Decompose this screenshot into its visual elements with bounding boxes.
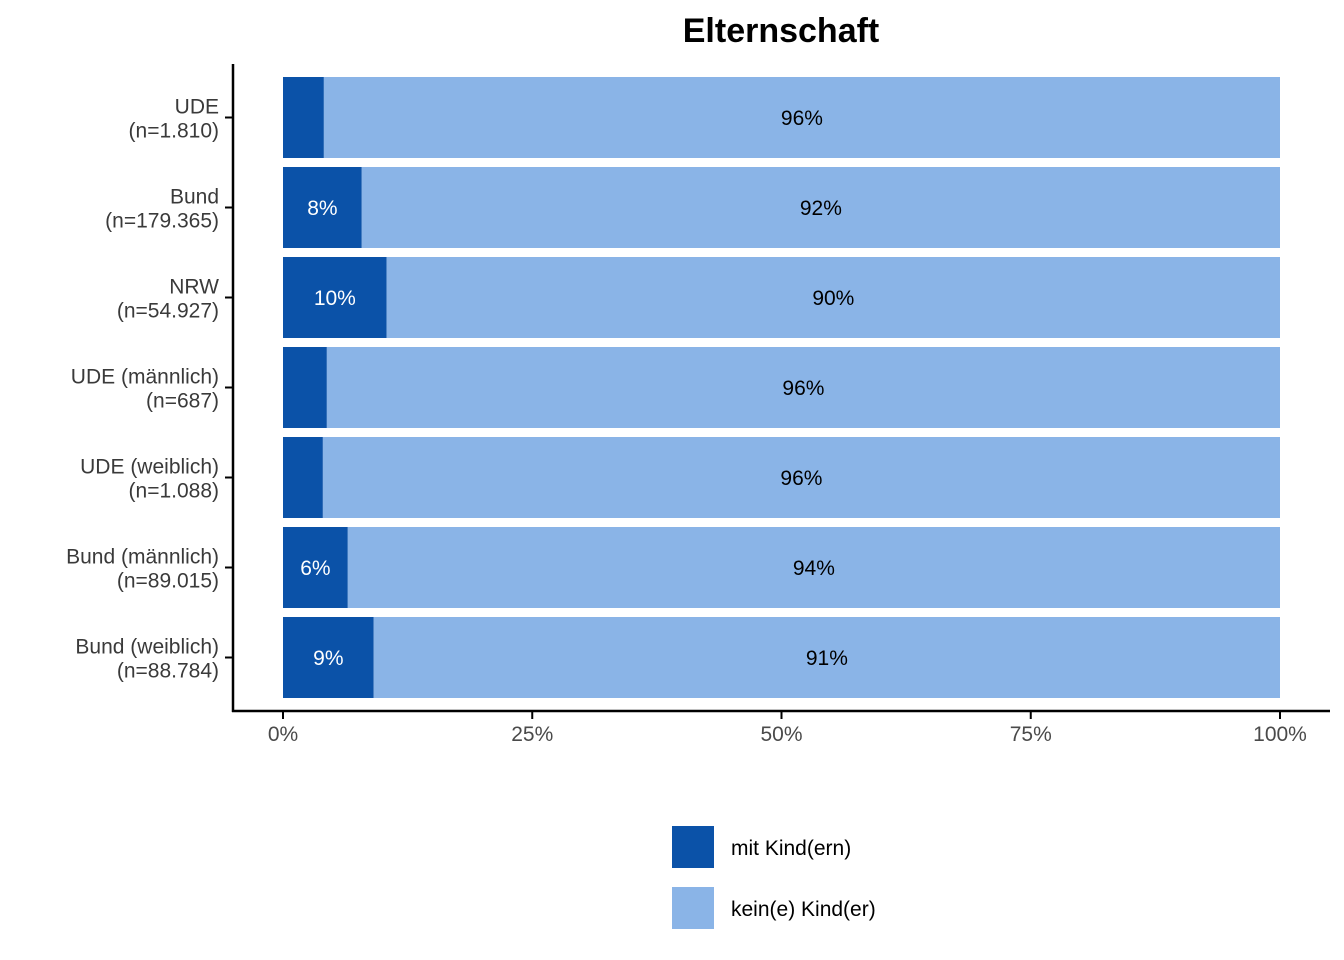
y-tick-label-4: UDE (weiblich) (n=1.088) bbox=[80, 456, 219, 503]
y-tick-label-line: (n=1.810) bbox=[129, 120, 219, 143]
legend: mit Kind(ern) kein(e) Kind(er) bbox=[672, 826, 876, 929]
x-tick-label-3: 75% bbox=[1010, 723, 1052, 746]
y-tick-label-line: Bund (männlich) bbox=[66, 546, 219, 569]
data-label-with-children-5: 6% bbox=[300, 557, 330, 580]
y-tick-label-2: NRW (n=54.927) bbox=[117, 276, 219, 323]
bar-no-children-0 bbox=[323, 77, 1280, 158]
y-tick-label-line: NRW bbox=[169, 276, 219, 299]
y-tick-label-3: UDE (männlich) (n=687) bbox=[71, 366, 219, 413]
data-label-no-children-0: 96% bbox=[781, 107, 823, 130]
bar-with-children-3 bbox=[283, 347, 327, 428]
y-tick-label-line: (n=89.015) bbox=[117, 570, 219, 593]
data-label-with-children-1: 8% bbox=[307, 197, 337, 220]
bar-with-children-1 bbox=[283, 167, 362, 248]
data-label-no-children-1: 92% bbox=[800, 197, 842, 220]
data-label-no-children-3: 96% bbox=[782, 377, 824, 400]
y-axis-ticks: UDE (n=1.810) Bund (n=179.365) NRW (n=54.927)… bbox=[66, 96, 233, 683]
y-tick-label-6: Bund (weiblich) (n=88.784) bbox=[75, 636, 219, 683]
legend-label-with-children: mit Kind(ern) bbox=[731, 837, 851, 860]
bar-no-children-2 bbox=[386, 257, 1280, 338]
y-tick-label-line: (n=179.365) bbox=[105, 210, 219, 233]
x-tick-label-4: 100% bbox=[1253, 723, 1307, 746]
bar-no-children-4 bbox=[322, 437, 1280, 518]
x-axis-ticks: 0% 25% 50% 75% 100% bbox=[268, 711, 1307, 746]
y-tick-label-5: Bund (männlich) (n=89.015) bbox=[66, 546, 219, 593]
x-tick-label-0: 0% bbox=[268, 723, 298, 746]
bar-with-children-0 bbox=[283, 77, 324, 158]
data-label-no-children-6: 91% bbox=[806, 647, 848, 670]
bar-with-children-6 bbox=[283, 617, 374, 698]
y-tick-label-line: Bund (weiblich) bbox=[75, 636, 219, 659]
data-label-no-children-5: 94% bbox=[793, 557, 835, 580]
y-tick-label-line: Bund bbox=[170, 186, 219, 209]
bar-with-children-5 bbox=[283, 527, 348, 608]
y-tick-label-line: (n=1.088) bbox=[129, 480, 219, 503]
bar-no-children-3 bbox=[326, 347, 1280, 428]
legend-swatch-with-children bbox=[672, 826, 714, 868]
bar-with-children-4 bbox=[283, 437, 323, 518]
y-tick-label-line: (n=54.927) bbox=[117, 300, 219, 323]
bar-no-children-6 bbox=[373, 617, 1280, 698]
bar-with-children-2 bbox=[283, 257, 387, 338]
y-tick-label-line: UDE (männlich) bbox=[71, 366, 219, 389]
y-tick-label-1: Bund (n=179.365) bbox=[105, 186, 219, 233]
y-tick-label-line: (n=88.784) bbox=[117, 660, 219, 683]
data-label-with-children-6: 9% bbox=[313, 647, 343, 670]
y-tick-label-line: (n=687) bbox=[146, 390, 219, 413]
bar-layer: 96% 8% 92% 10% 90% 96% 96% 6% 94% 9% 91% bbox=[283, 77, 1280, 698]
y-tick-label-0: UDE (n=1.810) bbox=[129, 96, 219, 143]
bar-no-children-5 bbox=[347, 527, 1280, 608]
legend-label-no-children: kein(e) Kind(er) bbox=[731, 898, 876, 921]
data-label-no-children-2: 90% bbox=[812, 287, 854, 310]
chart-title: Elternschaft bbox=[683, 12, 880, 50]
y-tick-label-line: UDE bbox=[175, 96, 219, 119]
legend-swatch-no-children bbox=[672, 887, 714, 929]
x-tick-label-2: 50% bbox=[760, 723, 802, 746]
data-label-no-children-4: 96% bbox=[780, 467, 822, 490]
data-label-with-children-2: 10% bbox=[314, 287, 356, 310]
x-tick-label-1: 25% bbox=[511, 723, 553, 746]
y-tick-label-line: UDE (weiblich) bbox=[80, 456, 219, 479]
bar-no-children-1 bbox=[361, 167, 1280, 248]
